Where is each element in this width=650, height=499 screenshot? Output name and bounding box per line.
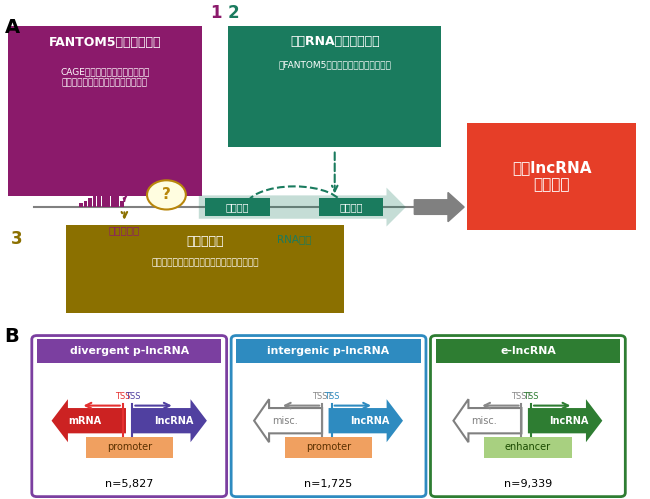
Bar xyxy=(101,171,105,207)
FancyBboxPatch shape xyxy=(430,335,625,497)
Text: n=5,827: n=5,827 xyxy=(105,479,153,489)
Text: 1: 1 xyxy=(210,3,221,21)
Text: e-lncRNA: e-lncRNA xyxy=(500,346,556,356)
Bar xyxy=(84,201,88,207)
FancyBboxPatch shape xyxy=(231,335,426,497)
Text: TSS: TSS xyxy=(523,392,539,401)
Bar xyxy=(37,339,222,363)
Text: n=1,725: n=1,725 xyxy=(304,479,353,489)
Text: mRNA: mRNA xyxy=(68,416,101,426)
Text: TSS?: TSS? xyxy=(512,392,532,401)
Bar xyxy=(111,189,114,207)
Bar xyxy=(86,437,173,458)
Text: エクソン: エクソン xyxy=(339,202,363,212)
Text: 2: 2 xyxy=(228,3,240,21)
Bar xyxy=(484,437,571,458)
Polygon shape xyxy=(133,399,207,442)
Text: A: A xyxy=(5,18,20,37)
Text: lncRNA: lncRNA xyxy=(549,416,588,426)
Bar xyxy=(436,339,620,363)
Text: RNA配列: RNA配列 xyxy=(277,234,311,244)
Text: 転写開始点: 転写開始点 xyxy=(109,226,140,236)
Bar xyxy=(88,198,92,207)
Text: FANTOM5プロジェクト: FANTOM5プロジェクト xyxy=(49,36,161,49)
Text: TSS: TSS xyxy=(324,392,339,401)
Text: CAGE法による正確な転写開始点
ヒトの主要な細胞での発現パターン: CAGE法による正確な転写開始点 ヒトの主要な細胞での発現パターン xyxy=(60,67,150,88)
Text: misc.: misc. xyxy=(471,416,497,426)
Text: ?: ? xyxy=(162,188,171,203)
Text: enhancer: enhancer xyxy=(505,443,551,453)
Text: 3: 3 xyxy=(11,230,23,248)
Polygon shape xyxy=(414,193,464,222)
Bar xyxy=(228,25,441,147)
Text: （FANTOM5および公的データベース）: （FANTOM5および公的データベース） xyxy=(278,60,391,69)
Text: ヒトlncRNA
アトラス: ヒトlncRNA アトラス xyxy=(512,160,592,193)
Bar xyxy=(115,197,119,207)
Text: lncRNA: lncRNA xyxy=(350,416,389,426)
Polygon shape xyxy=(51,399,126,442)
Bar xyxy=(205,198,270,216)
Text: TSS: TSS xyxy=(115,392,131,401)
Circle shape xyxy=(147,180,186,210)
Text: lncRNA: lncRNA xyxy=(153,416,193,426)
Bar xyxy=(93,195,96,207)
Bar xyxy=(237,339,421,363)
Text: intergenic p-lncRNA: intergenic p-lncRNA xyxy=(268,346,389,356)
Bar xyxy=(467,123,636,230)
Text: ゲノム上での文脈（制御領域との一致など）: ゲノム上での文脈（制御領域との一致など） xyxy=(151,258,259,267)
Text: データ統合: データ統合 xyxy=(187,235,224,248)
Polygon shape xyxy=(328,399,403,442)
Text: promoter: promoter xyxy=(306,443,351,453)
Bar xyxy=(98,185,101,207)
Bar xyxy=(120,201,124,207)
Text: TSS: TSS xyxy=(125,392,140,401)
Text: エクソン: エクソン xyxy=(226,202,250,212)
Bar xyxy=(79,203,83,207)
FancyBboxPatch shape xyxy=(32,335,227,497)
Text: TSS?: TSS? xyxy=(312,392,332,401)
Text: misc.: misc. xyxy=(272,416,298,426)
Bar xyxy=(106,178,110,207)
Polygon shape xyxy=(254,399,322,442)
Text: B: B xyxy=(5,327,20,346)
Polygon shape xyxy=(528,399,603,442)
Bar xyxy=(285,437,372,458)
Bar xyxy=(318,198,384,216)
Text: promoter: promoter xyxy=(107,443,152,453)
Text: 長鎖RNAの部分的構造: 長鎖RNAの部分的構造 xyxy=(290,35,380,48)
Text: divergent p-lncRNA: divergent p-lncRNA xyxy=(70,346,188,356)
Polygon shape xyxy=(199,188,406,227)
Polygon shape xyxy=(454,399,521,442)
Bar xyxy=(66,225,345,313)
Bar xyxy=(8,25,202,196)
Text: n=9,339: n=9,339 xyxy=(504,479,552,489)
